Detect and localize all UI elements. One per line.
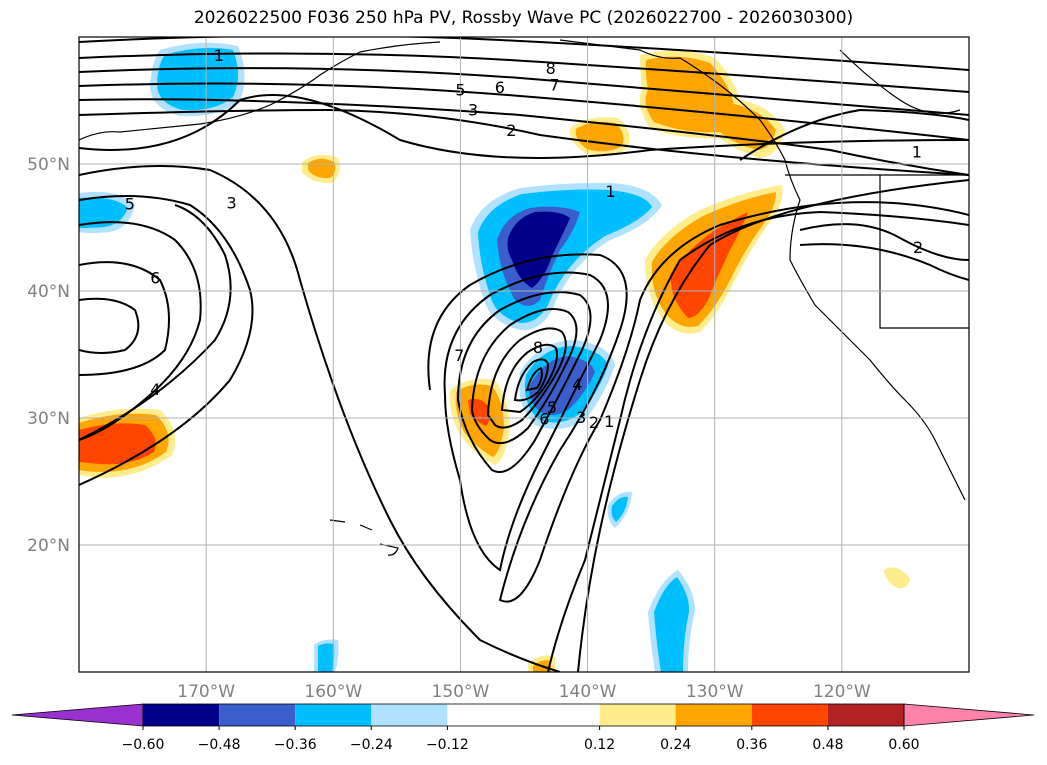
lat-tick-label: 50°N	[27, 155, 70, 175]
contour-label: 8	[533, 338, 543, 357]
contour-label: 4	[572, 375, 582, 394]
colorbar-tick-label: 0.48	[812, 737, 843, 753]
colorbar-bin	[827, 704, 904, 726]
lon-tick-label: 120°W	[813, 682, 871, 702]
contour-label: 1	[214, 46, 224, 65]
contour-label: 2	[589, 413, 599, 432]
contour-label: 6	[539, 409, 549, 428]
colorbar-extend-low	[11, 703, 144, 727]
longitude-ticks: 170°W 160°W 150°W 140°W 130°W 120°W	[177, 682, 871, 702]
pv-anomaly-fill	[79, 42, 910, 672]
contour-label: 7	[454, 346, 464, 365]
colorbar-tick-label: −0.36	[274, 737, 317, 753]
contour-label: 4	[150, 380, 160, 399]
colorbar-tick-label: 0.24	[660, 737, 691, 753]
colorbar-tick-label: 0.36	[736, 737, 767, 753]
lon-tick-label: 150°W	[432, 682, 490, 702]
colorbar: −0.60 −0.48 −0.36 −0.24 −0.12 0.12 0.24 0.36 0.4…	[11, 703, 1035, 753]
colorbar-tick-label: 0.60	[888, 737, 919, 753]
contour-label: 8	[546, 59, 556, 78]
contour-label: 2	[913, 238, 923, 257]
latitude-ticks: 20°N 30°N 40°N 50°N	[27, 155, 70, 556]
contour-label: 6	[150, 268, 160, 287]
pv-contours	[79, 37, 969, 672]
colorbar-bin	[219, 704, 296, 726]
contour-label: 3	[468, 101, 478, 120]
coastlines	[79, 39, 969, 556]
map-frame	[78, 36, 970, 673]
contour-label: 1	[604, 412, 614, 431]
colorbar-bin	[371, 704, 448, 726]
lat-tick-label: 30°N	[27, 409, 70, 429]
colorbar-bin	[599, 704, 676, 726]
lon-tick-label: 140°W	[559, 682, 617, 702]
colorbar-bin	[143, 704, 220, 726]
lat-tick-label: 20°N	[27, 536, 70, 556]
contour-label: 1	[605, 182, 615, 201]
contour-label: 7	[549, 75, 559, 94]
contour-label: 5	[455, 80, 465, 99]
colorbar-tick-label: −0.12	[426, 737, 469, 753]
contour-label: 1	[912, 143, 922, 162]
colorbar-tick-label: −0.24	[350, 737, 393, 753]
chart-title: 2026022500 F036 250 hPa PV, Rossby Wave …	[193, 8, 854, 28]
colorbar-tick-label: 0.12	[584, 737, 615, 753]
contour-label: 5	[125, 195, 135, 214]
contour-label: 6	[495, 78, 505, 97]
colorbar-bin	[751, 704, 828, 726]
contour-label: 5	[547, 398, 557, 417]
colorbar-bin	[295, 704, 372, 726]
colorbar-bin	[675, 704, 752, 726]
colorbar-tick-label: −0.48	[198, 737, 241, 753]
lon-tick-label: 170°W	[177, 682, 235, 702]
contour-label: 3	[226, 193, 236, 212]
contour-label: 3	[576, 408, 586, 427]
colorbar-tick-label: −0.60	[122, 737, 165, 753]
colorbar-extend-high	[903, 703, 1035, 727]
lon-tick-label: 130°W	[686, 682, 744, 702]
colorbar-bin	[447, 704, 600, 726]
contour-label: 2	[506, 121, 516, 140]
lon-tick-label: 160°W	[304, 682, 362, 702]
lat-tick-label: 40°N	[27, 282, 70, 302]
